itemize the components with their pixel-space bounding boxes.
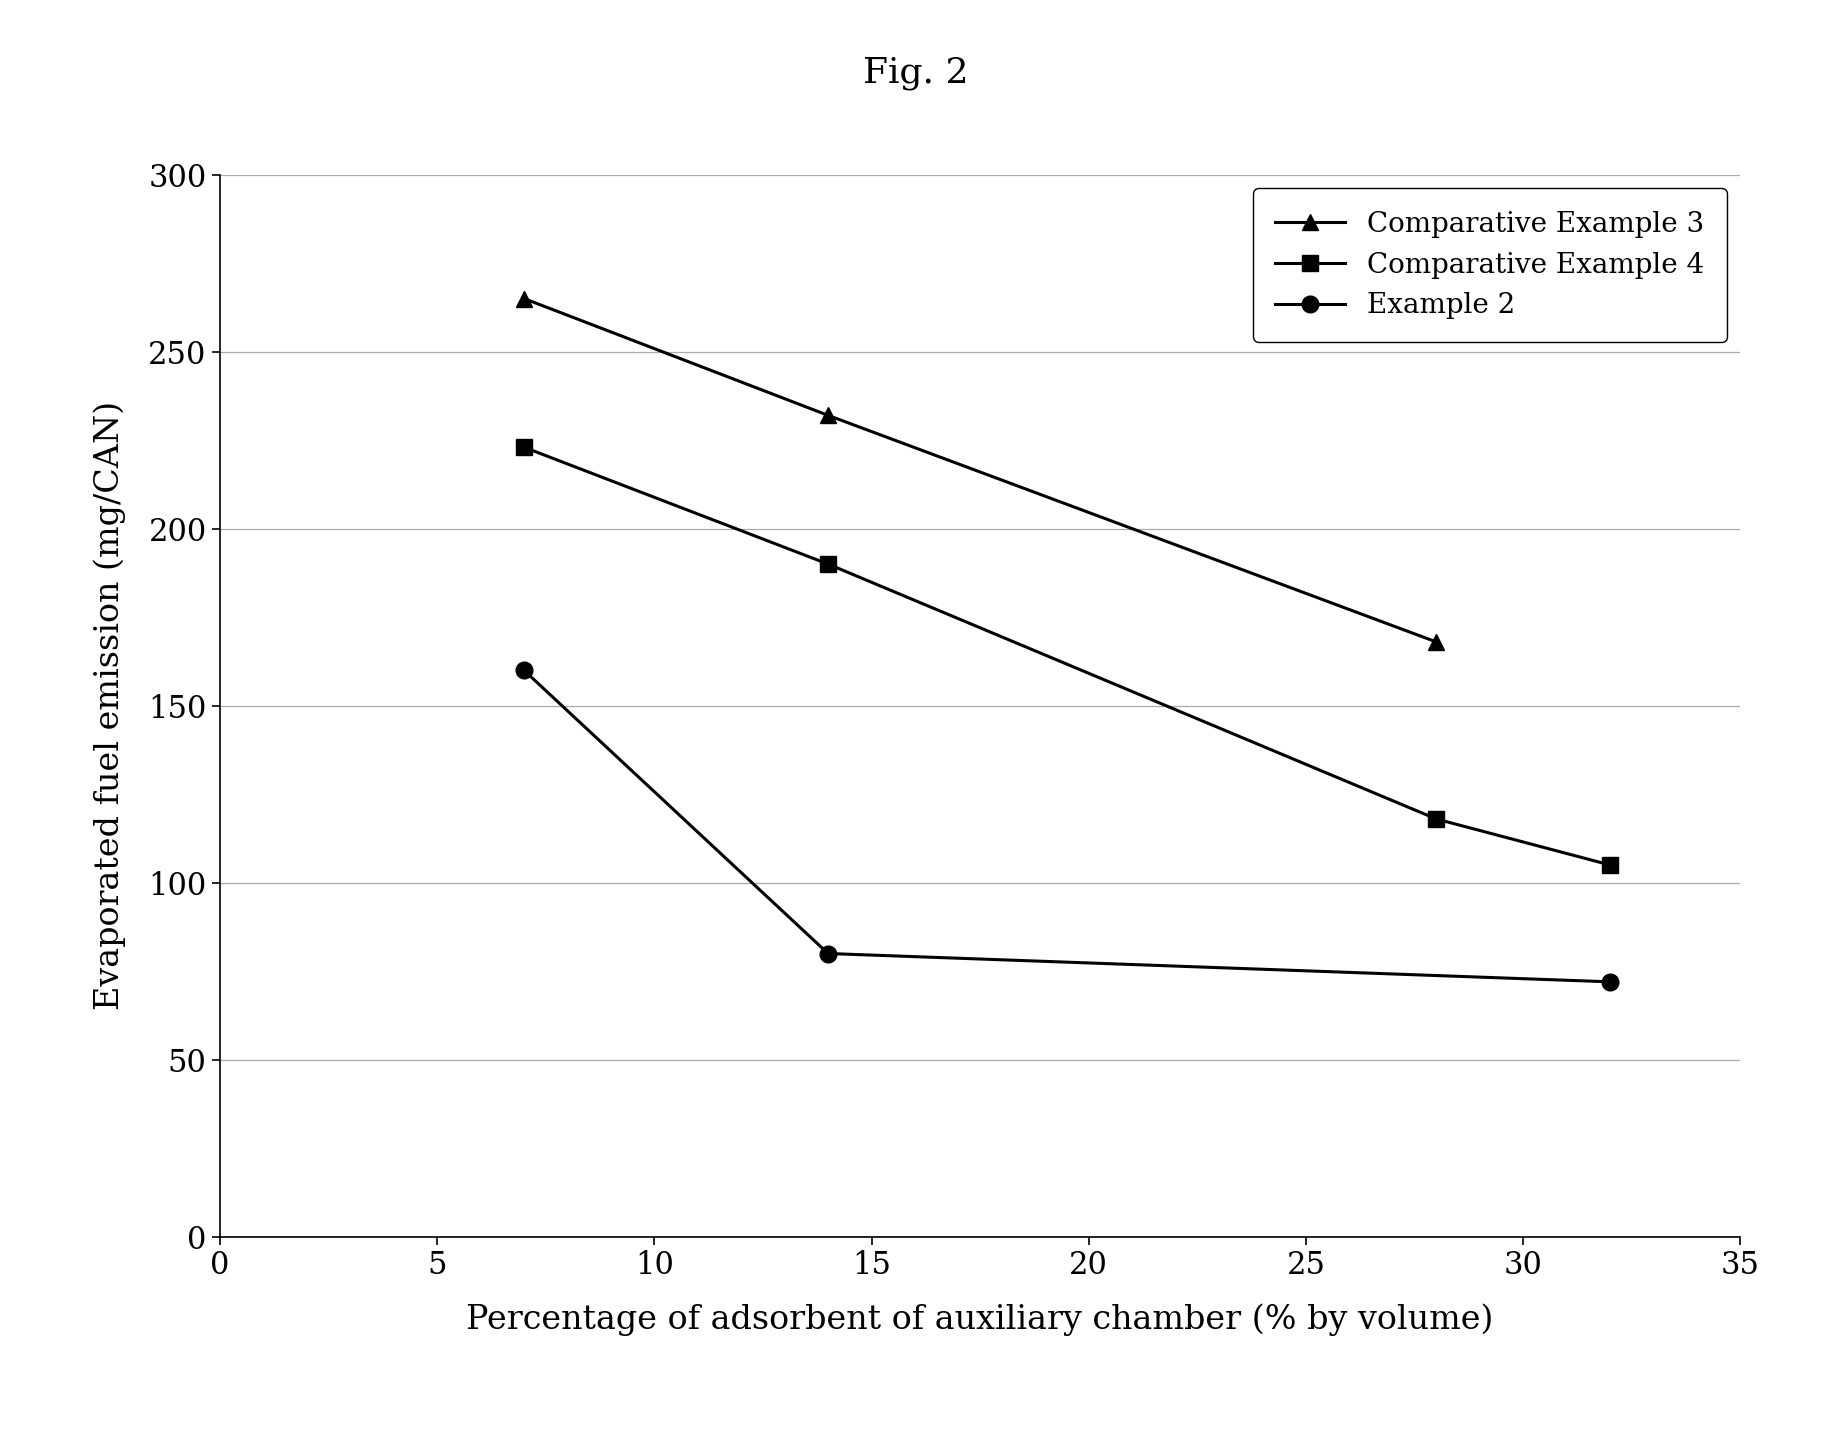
Comparative Example 3 xyxy=(513,290,535,307)
Line: Comparative Example 3: Comparative Example 3 xyxy=(515,290,1445,650)
Comparative Example 4 xyxy=(817,556,839,573)
X-axis label: Percentage of adsorbent of auxiliary chamber (% by volume): Percentage of adsorbent of auxiliary cha… xyxy=(467,1304,1493,1336)
Comparative Example 4 xyxy=(1599,856,1621,873)
Y-axis label: Evaporated fuel emission (mg/CAN): Evaporated fuel emission (mg/CAN) xyxy=(93,402,126,1010)
Example 2 xyxy=(1599,973,1621,991)
Comparative Example 4 xyxy=(1425,810,1447,828)
Comparative Example 3 xyxy=(1425,633,1447,650)
Example 2 xyxy=(817,944,839,962)
Comparative Example 4 xyxy=(513,438,535,455)
Comparative Example 3 xyxy=(817,406,839,423)
Legend: Comparative Example 3, Comparative Example 4, Example 2: Comparative Example 3, Comparative Examp… xyxy=(1253,189,1726,342)
Line: Comparative Example 4: Comparative Example 4 xyxy=(515,439,1618,873)
Line: Example 2: Example 2 xyxy=(515,662,1618,991)
Text: Fig. 2: Fig. 2 xyxy=(863,55,969,90)
Example 2 xyxy=(513,662,535,679)
